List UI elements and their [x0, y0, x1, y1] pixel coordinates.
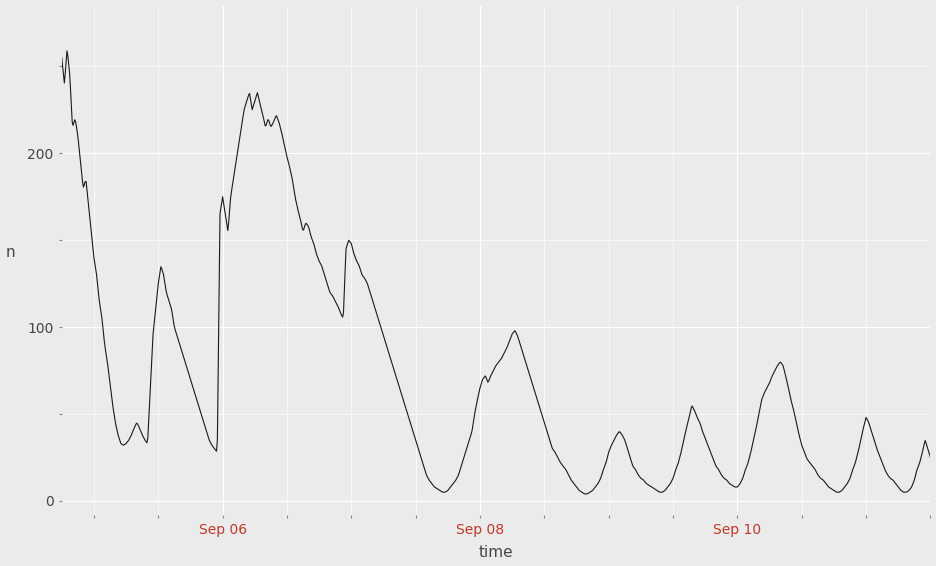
X-axis label: time: time: [479, 546, 514, 560]
Y-axis label: n: n: [6, 245, 15, 260]
